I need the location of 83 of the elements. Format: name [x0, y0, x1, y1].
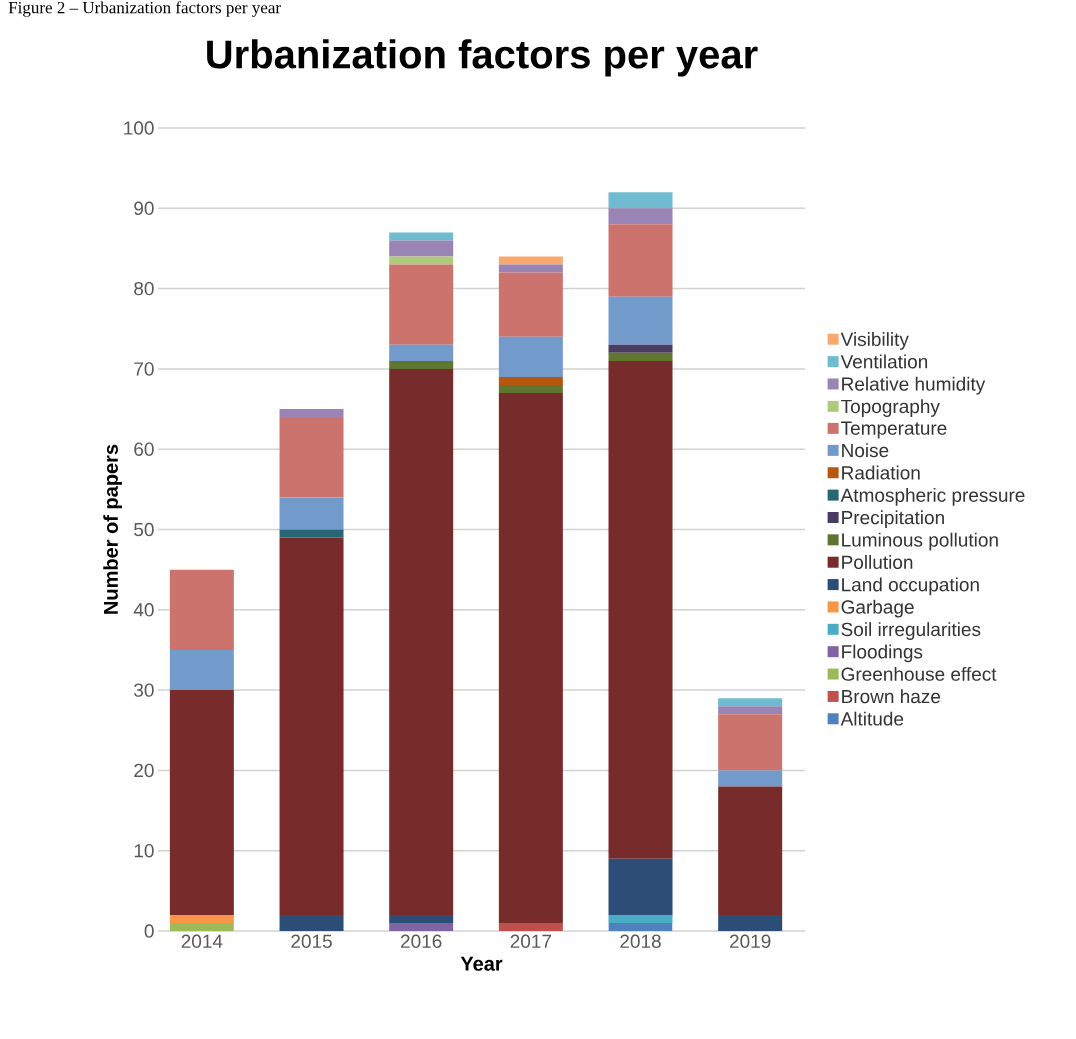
bar	[498, 256, 563, 265]
legend-label: Garbage	[841, 599, 914, 618]
bar	[389, 232, 454, 241]
legend-label: Ventilation	[840, 354, 928, 369]
x-tick-label: 2019	[730, 934, 771, 948]
bar	[498, 264, 563, 273]
legend-label: Land occupation	[842, 577, 979, 596]
y-axis-title: Number of papers	[103, 444, 122, 614]
y-tick-label: 100	[124, 121, 154, 135]
bar	[279, 537, 344, 915]
y-tick-label: 0	[144, 924, 154, 938]
bar	[169, 690, 234, 915]
y-tick-label: 20	[134, 763, 154, 778]
bar	[608, 914, 673, 923]
y-tick-label: 80	[134, 281, 154, 296]
x-axis-title: Year	[460, 956, 503, 971]
bar	[279, 417, 344, 498]
bar	[279, 529, 344, 538]
bar	[169, 914, 234, 923]
x-tick-label: 2017	[510, 934, 552, 948]
bar	[608, 296, 673, 345]
bar	[169, 569, 234, 650]
y-tick-label: 30	[134, 683, 154, 697]
bar	[389, 344, 454, 361]
caption: Figure 2 – Urbanization factors per year	[8, 1, 281, 17]
legend-label: Precipitation	[842, 510, 944, 529]
bar	[608, 352, 673, 361]
bar	[389, 914, 454, 923]
bar	[169, 922, 234, 932]
bar	[718, 706, 783, 715]
bar	[389, 256, 454, 265]
legend-label: Pollution	[842, 555, 913, 570]
bar	[389, 368, 454, 915]
legend-label: Radiation	[842, 465, 920, 480]
bar	[608, 224, 673, 297]
legend-label: Atmospheric pressure	[840, 487, 1025, 506]
bar	[389, 922, 454, 932]
bar	[718, 714, 783, 771]
bar	[608, 208, 673, 225]
y-tick-label: 40	[133, 603, 154, 617]
bar	[279, 497, 344, 530]
bar	[389, 360, 454, 369]
legend-label: Brown haze	[842, 689, 941, 704]
chart-title: Urbanization factors per year	[207, 39, 758, 77]
y-tick-label: 10	[134, 843, 154, 858]
legend-label: Altitude	[840, 711, 904, 726]
x-tick-label: 2018	[620, 934, 661, 948]
y-tick-label: 60	[134, 442, 154, 456]
bar	[718, 914, 783, 932]
bar	[498, 922, 563, 932]
x-tick-label: 2015	[291, 934, 332, 948]
bar	[608, 360, 673, 859]
bar	[498, 384, 563, 393]
y-tick-label: 70	[134, 362, 154, 376]
legend-label: Relative humidity	[842, 376, 986, 395]
x-tick-label: 2014	[181, 934, 223, 948]
bar	[279, 409, 344, 418]
bar	[389, 240, 454, 257]
y-tick-label: 50	[134, 522, 154, 537]
legend-label: Soil irregularities	[841, 622, 981, 640]
legend-label: Luminous pollution	[842, 532, 998, 551]
legend-label: Visibility	[840, 332, 909, 350]
bar	[608, 922, 673, 932]
legend-label: Topography	[841, 399, 940, 417]
x-tick-label: 2016	[401, 934, 442, 948]
legend-label: Greenhouse effect	[841, 666, 997, 681]
bar	[279, 914, 344, 932]
legend-label: Temperature	[841, 421, 947, 439]
bar	[718, 698, 783, 707]
bar	[498, 272, 563, 337]
bar	[718, 770, 783, 787]
bar	[608, 858, 673, 915]
bar	[498, 336, 563, 377]
legend-label: Floodings	[842, 644, 923, 663]
bar	[608, 192, 673, 209]
bar	[498, 392, 563, 923]
bar	[389, 264, 454, 345]
bar	[498, 376, 563, 385]
y-tick-label: 90	[134, 201, 154, 216]
bar	[718, 786, 783, 915]
legend-label: Noise	[842, 443, 889, 458]
bar	[169, 649, 234, 691]
bar	[608, 344, 673, 353]
